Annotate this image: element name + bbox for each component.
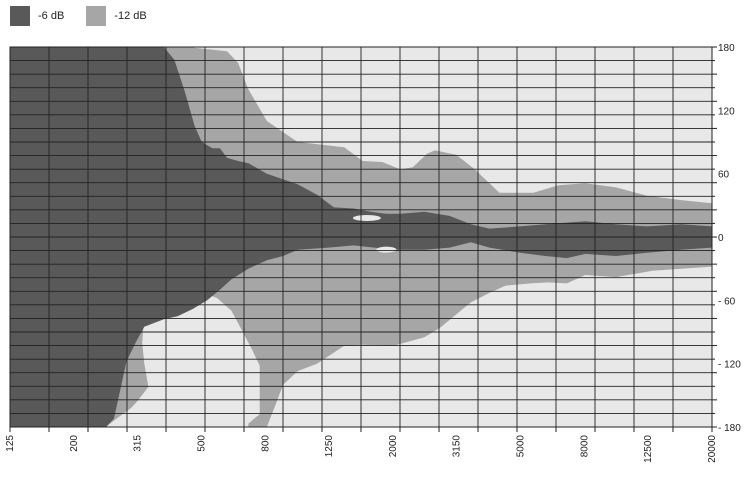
x-tick-label: 315 [133,435,144,452]
legend-item-12db: -12 dB [86,6,147,26]
legend-label-12db: -12 dB [114,10,147,22]
y-tick-label: 120 [718,106,735,117]
legend-swatch-6db [10,6,30,26]
chart-legend: -6 dB -12 dB [10,6,169,26]
y-tick-label: - 180 [718,423,741,434]
x-tick-label: 8000 [579,435,590,458]
x-tick-label: 500 [196,435,207,452]
y-tick-label: 180 [718,43,735,54]
y-tick-label: - 120 [718,360,741,371]
legend-swatch-12db [86,6,107,26]
y-tick-label: 0 [718,233,724,244]
x-tick-label: 5000 [516,435,527,458]
x-tick-label: 12500 [643,435,654,463]
series-gap-0 [352,215,381,221]
x-tick-label: 800 [260,435,271,452]
y-tick-label: - 60 [718,296,736,307]
x-tick-label: 3150 [452,435,463,458]
legend-label-6db: -6 dB [38,10,65,22]
legend-item-6db: -6 dB [10,6,64,26]
x-tick-label: 125 [5,435,16,452]
series-gap-1 [376,246,397,253]
x-tick-label: 2000 [388,435,399,458]
x-tick-label: 20000 [707,435,718,463]
y-tick-label: 60 [718,170,730,181]
x-tick-label: 200 [69,435,80,452]
x-tick-label: 1250 [324,435,335,458]
